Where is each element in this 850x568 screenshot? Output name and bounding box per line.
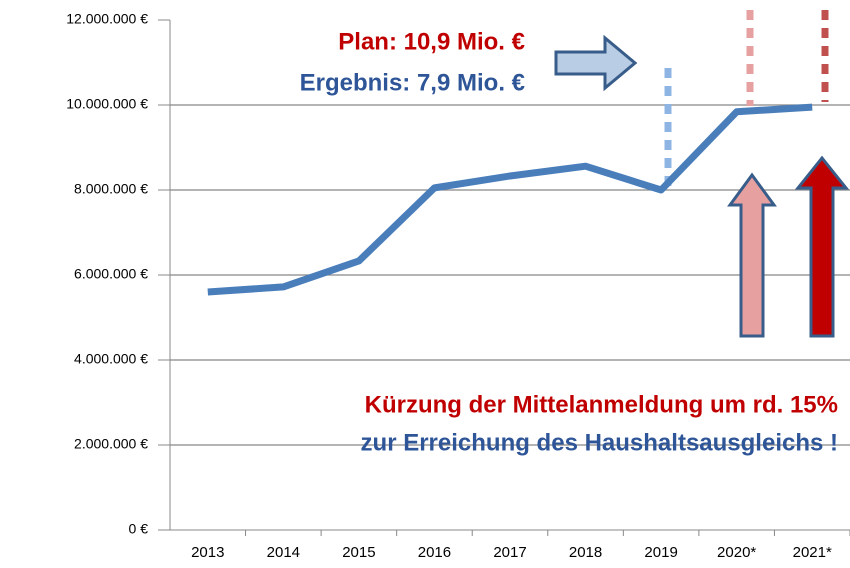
decorations <box>554 10 850 338</box>
x-tick-label: 2014 <box>267 544 300 561</box>
up-arrow <box>794 155 850 338</box>
y-tick-label: 6.000.000 € <box>74 266 148 282</box>
x-tick-label: 2019 <box>644 544 677 561</box>
x-tick-label: 2018 <box>569 544 602 561</box>
x-tick-label: 2015 <box>342 544 375 561</box>
annotation: Kürzung der Mittelanmeldung um rd. 15% <box>365 391 838 418</box>
right-arrow <box>554 34 638 92</box>
up-arrow <box>727 172 777 338</box>
y-tick-label: 8.000.000 € <box>74 181 148 197</box>
x-tick-label: 2020* <box>717 544 756 561</box>
annotation: Plan: 10,9 Mio. € <box>338 28 525 55</box>
x-tick-label: 2016 <box>418 544 451 561</box>
y-tick-label: 2.000.000 € <box>74 436 148 452</box>
y-tick-label: 4.000.000 € <box>74 351 148 367</box>
line-series <box>207 103 813 296</box>
annotation: Ergebnis: 7,9 Mio. € <box>300 69 525 96</box>
x-tick-label: 2013 <box>191 544 224 561</box>
y-tick-label: 10.000.000 € <box>66 96 148 112</box>
y-tick-label: 0 € <box>129 521 149 537</box>
annotation: zur Erreichung des Haushaltsausgleichs ! <box>361 429 838 456</box>
y-tick-label: 12.000.000 € <box>66 11 148 27</box>
x-tick-label: 2021* <box>793 544 832 561</box>
x-tick-label: 2017 <box>493 544 526 561</box>
